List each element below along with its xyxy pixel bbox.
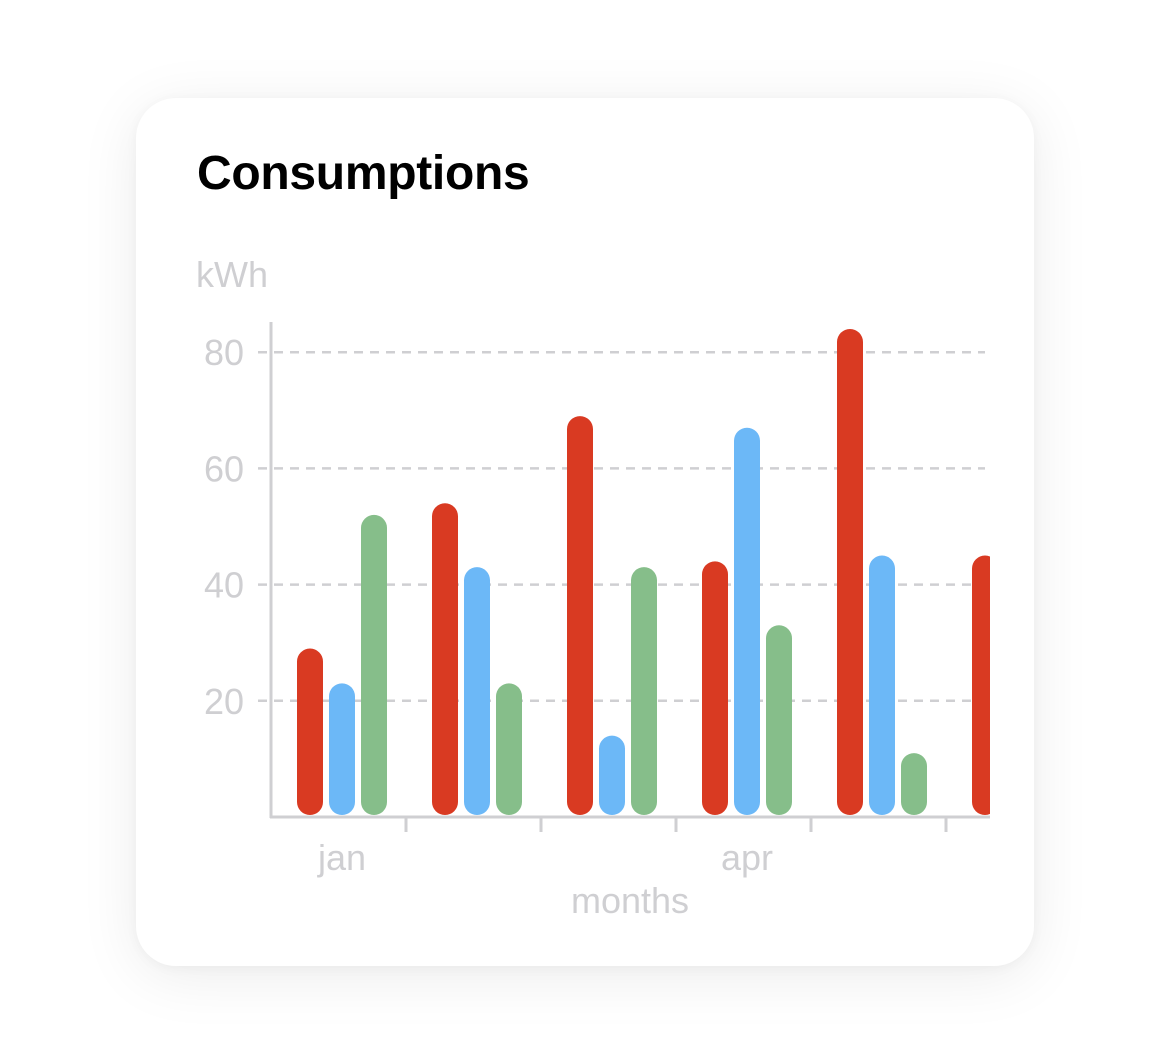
tick-labels: 20 40 60 80 jan apr [204,332,773,878]
bar [766,625,792,815]
bar [567,416,593,815]
x-tick-label: jan [317,837,366,878]
bar [869,555,895,815]
y-tick-label: 20 [204,681,244,722]
bar [972,555,990,815]
bar [464,567,490,815]
bars [297,328,990,815]
bar [702,561,728,815]
y-tick-label: 80 [204,332,244,373]
y-axis-label: kWh [196,254,268,295]
y-tick-label: 40 [204,565,244,606]
bar [496,683,522,815]
y-tick-label: 60 [204,448,244,489]
bar [631,567,657,815]
bar [432,503,458,815]
bar [837,328,863,815]
bar [297,648,323,815]
x-axis-label: months [571,880,689,921]
card-title: Consumptions [197,147,530,200]
axes [269,322,990,832]
x-tick-label: apr [721,837,773,878]
bar [361,514,387,815]
bar [329,683,355,815]
bar [734,427,760,815]
bar [599,735,625,815]
bar [901,753,927,815]
